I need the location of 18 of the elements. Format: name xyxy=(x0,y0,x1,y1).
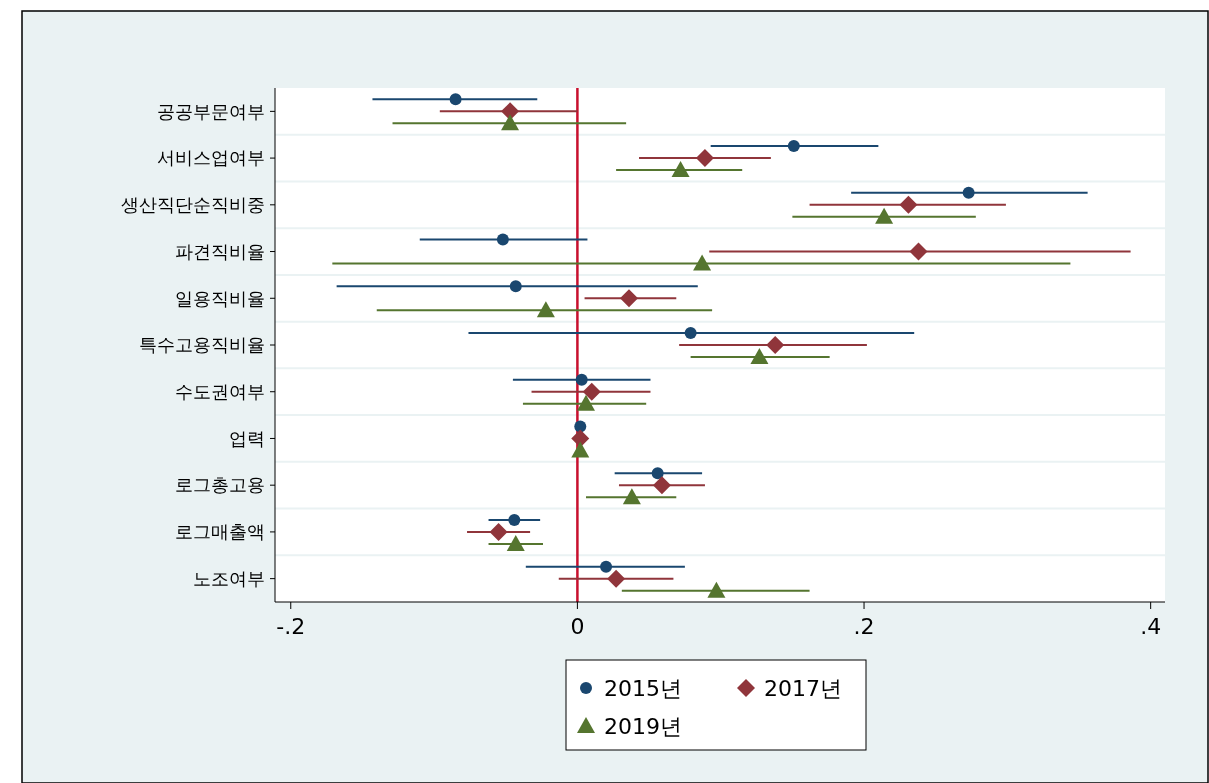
x-tick-label: .2 xyxy=(853,614,875,639)
x-tick-label: .4 xyxy=(1140,614,1162,639)
x-tick-label: 0 xyxy=(570,614,585,639)
y-tick-label: 공공부문여부 xyxy=(157,100,265,122)
y-tick-label: 서비스업여부 xyxy=(157,147,265,169)
y-tick-label: 생산직단순직비중 xyxy=(121,194,265,216)
legend-label: 2019년 xyxy=(604,713,682,739)
x-tick-label: -.2 xyxy=(276,614,306,639)
y-tick-label: 파견직비율 xyxy=(175,240,265,262)
y-tick-label: 수도권여부 xyxy=(175,381,265,403)
y-tick-label: 로그매출액 xyxy=(175,521,265,543)
y-tick-label: 노조여부 xyxy=(193,567,265,589)
legend-label: 2015년 xyxy=(604,675,682,701)
y-tick-label: 일용직비율 xyxy=(175,287,265,309)
legend-label: 2017년 xyxy=(764,675,842,701)
y-tick-label: 업력 xyxy=(229,427,265,449)
y-tick-label: 로그총고용 xyxy=(175,474,265,496)
y-tick-label: 특수고용직비율 xyxy=(139,334,265,356)
